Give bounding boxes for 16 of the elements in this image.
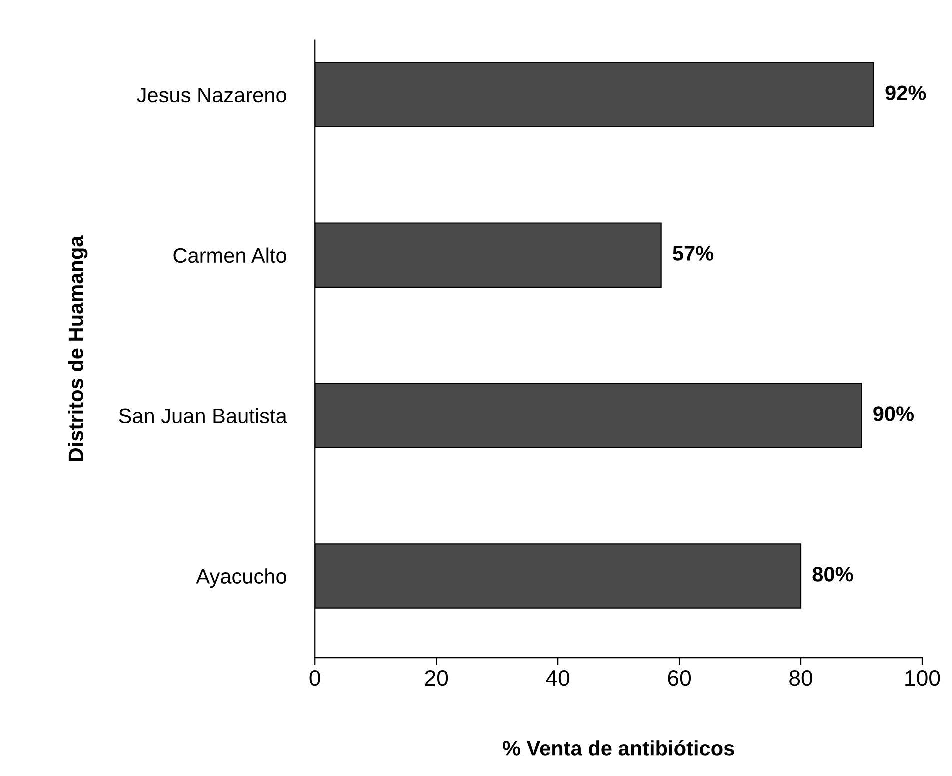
y-axis-title: Distritos de Huamanga xyxy=(68,236,88,462)
data-label: 90% xyxy=(874,406,914,422)
x-tick-label: 40 xyxy=(546,670,570,686)
x-tick-label: 100 xyxy=(906,670,940,686)
x-tick-label: 0 xyxy=(310,670,320,686)
y-tick-label: Jesus Nazareno xyxy=(137,88,286,103)
x-tick-label: 60 xyxy=(668,670,692,686)
y-tick-label: San Juan Bautista xyxy=(119,408,288,424)
y-tick-label: Carmen Alto xyxy=(174,248,286,264)
y-tick-label: Ayacucho xyxy=(196,568,286,588)
x-tick-label: 80 xyxy=(790,670,813,686)
x-axis-title: % Venta de antibióticos xyxy=(502,740,734,756)
data-label: 92% xyxy=(886,86,926,100)
data-label: 57% xyxy=(673,246,714,261)
x-tick-label: 20 xyxy=(425,670,448,686)
data-label: 80% xyxy=(812,567,854,582)
